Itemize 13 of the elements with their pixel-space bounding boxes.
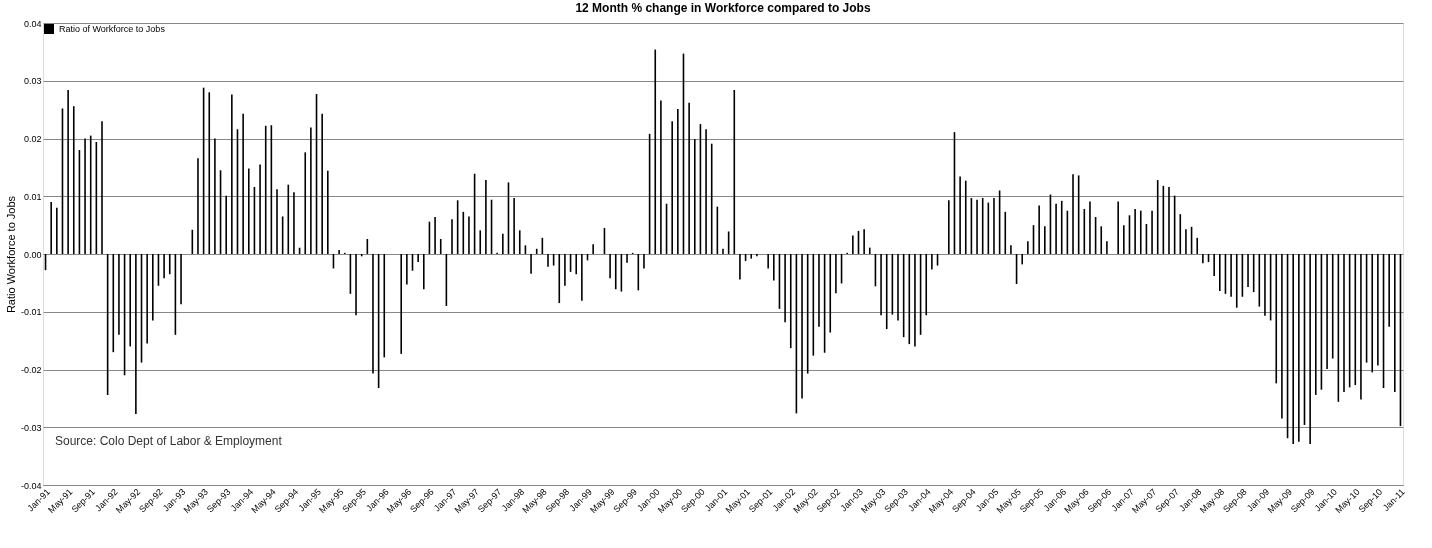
y-tick-label: 0.01	[23, 191, 42, 202]
y-tick-label: 0.04	[23, 18, 42, 29]
y-tick-label: -0.01	[20, 307, 42, 318]
y-tick-label: -0.04	[20, 480, 42, 491]
annotation: Source: Colo Dept of Labor & Employment	[55, 434, 283, 449]
chart-title: 12 Month % change in Workforce compared to Jobs	[575, 1, 871, 15]
y-axis-title: Ratio Workforce to Jobs	[4, 195, 17, 314]
y-tick-label: 0.02	[23, 134, 42, 144]
y-tick-label: 0.03	[23, 76, 42, 87]
legend-label: Ratio of Workforce to Jobs	[59, 24, 166, 34]
y-tick-label: -0.02	[20, 365, 42, 375]
y-tick-label: -0.03	[20, 422, 42, 433]
y-tick-label: 0.00	[23, 249, 42, 260]
